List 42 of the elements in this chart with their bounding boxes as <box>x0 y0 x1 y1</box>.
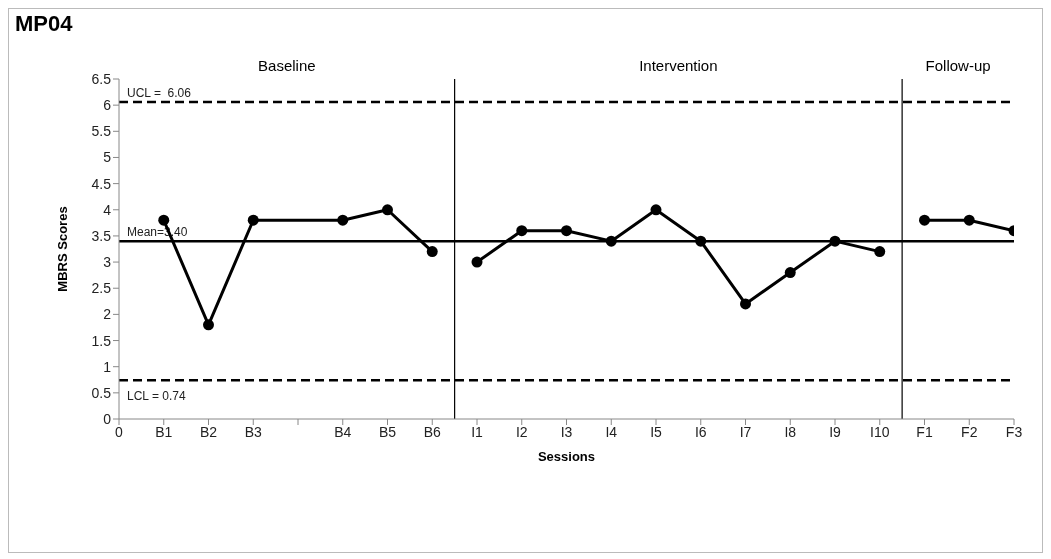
x-tick-label: I10 <box>870 423 890 440</box>
y-tick-label: 5 <box>103 149 112 166</box>
text: Baseline <box>257 57 317 74</box>
x-tick-label: B5 <box>378 423 397 440</box>
y-tick-label: 3 <box>103 254 112 271</box>
x-tick-label: I4 <box>605 423 618 440</box>
x-tick-label: I5 <box>650 423 663 440</box>
x-tick-label: F3 <box>1005 423 1023 440</box>
ref-line-label: UCL = 6.06 <box>127 86 192 101</box>
y-tick-label: 0 <box>103 410 112 427</box>
y-tick-label: 0.5 <box>91 384 112 401</box>
x-tick-label: F2 <box>961 423 978 440</box>
y-tick-label: 4.5 <box>91 175 112 192</box>
x-tick-label: I9 <box>829 423 842 440</box>
x-tick-label: B4 <box>334 423 352 440</box>
y-tick-label: 5.5 <box>91 123 112 140</box>
x-tick-label: B3 <box>244 423 263 440</box>
y-tick-label: 6.5 <box>91 70 112 87</box>
y-axis-title: MBRS Scores <box>54 206 70 292</box>
text: Follow-up <box>924 57 992 74</box>
y-tick-label: 3.5 <box>91 227 112 244</box>
y-tick-label: 6 <box>103 97 112 114</box>
x-tick-label: B2 <box>199 423 218 440</box>
chart-title: MP04 <box>15 11 73 37</box>
text: Intervention <box>638 57 719 74</box>
y-tick-label: 2.5 <box>91 280 112 297</box>
y-tick-label: 1 <box>103 358 112 375</box>
x-axis-title: Sessions <box>537 449 596 464</box>
ref-line-label: LCL = 0.74 <box>127 389 186 404</box>
x-tick-label: 0 <box>115 423 124 440</box>
x-tick-label: I2 <box>515 423 528 440</box>
y-tick-label: 1.5 <box>91 332 112 349</box>
y-tick-label: 2 <box>103 306 112 323</box>
x-tick-label: B1 <box>155 423 173 440</box>
x-tick-label: B6 <box>423 423 442 440</box>
y-tick-label: 4 <box>103 201 112 218</box>
x-tick-label: F1 <box>916 423 933 440</box>
x-tick-label: I6 <box>694 423 707 440</box>
x-tick-label: I3 <box>560 423 573 440</box>
x-tick-label: I7 <box>739 423 752 440</box>
x-tick-label: I1 <box>471 423 484 440</box>
x-tick-label: I8 <box>784 423 797 440</box>
